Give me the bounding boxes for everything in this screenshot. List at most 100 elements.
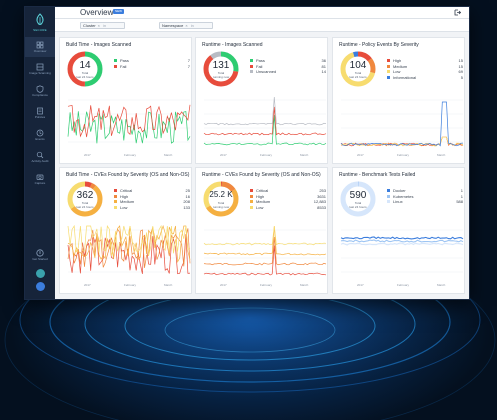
donut-segment[interactable] (203, 181, 239, 217)
donut-chart (203, 181, 239, 217)
legend-swatch (387, 194, 390, 198)
trend-chart[interactable]: 2017 February March (198, 224, 328, 287)
legend-item[interactable]: High 15 (387, 58, 463, 64)
legend-item[interactable]: Fail 7 (114, 64, 190, 70)
legend-item[interactable]: Critical 25 (114, 188, 190, 194)
chat-button[interactable] (35, 282, 45, 292)
widget-panel[interactable]: Build Time - Images Scanned 14 Total last 2… (59, 37, 192, 164)
legend-value: 1 (460, 188, 463, 193)
trend-chart[interactable]: 2017 February March (335, 224, 465, 287)
legend-item[interactable]: Fail 81 (250, 64, 326, 70)
legend-label: Fail (120, 63, 127, 69)
widget-panel[interactable]: Runtime - Policy Events By Severity 104 To… (332, 37, 465, 164)
donut-segment[interactable] (203, 181, 239, 217)
widget-title: Runtime - Benchmark Tests Failed (339, 172, 416, 178)
donut-segment[interactable] (340, 51, 376, 87)
user-avatar[interactable] (35, 269, 45, 279)
trend-line (203, 226, 327, 256)
x-tick-label: February (260, 153, 273, 157)
trend-line (340, 236, 464, 240)
widget-panel[interactable]: Runtime - CVEs Found by Severity (OS and… (195, 167, 328, 294)
period-label: last 24 hours (349, 204, 367, 209)
legend-item[interactable]: Medium 12,883 (250, 199, 326, 205)
legend-item[interactable]: Pass 7 (114, 58, 190, 64)
total-label: Total (81, 201, 89, 205)
donut-caption: Total last 24 hours (339, 71, 377, 79)
legend-label: Fail (256, 63, 263, 69)
get-started-link[interactable]: Get Started (32, 257, 48, 261)
legend-label: Low (393, 69, 401, 74)
donut-segment[interactable] (203, 51, 239, 87)
sidebar-item-activity-audit[interactable]: Activity Audit (25, 147, 55, 167)
legend-label: High (256, 193, 265, 199)
donut-segment[interactable] (340, 51, 376, 87)
sidebar-item-overview[interactable]: Overview (25, 37, 55, 57)
legend-item[interactable]: Medium 208 (114, 199, 190, 205)
sidebar-item-compliance[interactable]: Compliance (25, 81, 55, 101)
trend-chart[interactable]: 2017 February March (62, 224, 192, 287)
legend-item[interactable]: Low 8533 (250, 205, 326, 211)
donut-segment[interactable] (67, 51, 103, 87)
sidebar-item-policies[interactable]: Policies (25, 103, 55, 123)
sidebar-item-label: Capture (34, 180, 46, 185)
legend-value: 81 (321, 63, 326, 69)
namespace-filter[interactable]: Namespace × in (159, 22, 213, 29)
legend-item[interactable]: Linux 588 (387, 199, 463, 205)
legend-item[interactable]: Low 69 (387, 69, 463, 75)
legend-swatch (114, 205, 117, 209)
x-tick-label: 2017 (220, 283, 227, 287)
donut-segment[interactable] (340, 51, 376, 87)
trend-chart[interactable]: 2017 February March (62, 94, 192, 157)
trend-line (203, 106, 327, 136)
x-tick-label: 2017 (220, 153, 227, 157)
legend-swatch (387, 200, 390, 203)
legend-item[interactable]: Informational 5 (387, 75, 463, 81)
donut-segment[interactable] (67, 181, 103, 217)
main-content: Overview NEW Cluster × in Namespace × in… (55, 7, 469, 299)
legend-label: Informational (393, 74, 417, 80)
trend-line (67, 224, 191, 256)
legend-item[interactable]: Pass 36 (250, 58, 326, 64)
legend-value: 7 (187, 63, 190, 69)
legend-item[interactable]: Kubernetes 1 (387, 194, 463, 200)
logout-icon[interactable] (454, 9, 461, 16)
legend-value: 1 (460, 193, 463, 199)
sidebar-item-events[interactable]: Events (25, 125, 55, 145)
period-label: last 24 hours (349, 74, 367, 79)
x-tick-label: March (164, 153, 173, 157)
close-icon[interactable]: × (97, 23, 101, 28)
capture-icon (36, 174, 44, 180)
trend-chart[interactable]: 2017 February March (198, 94, 328, 157)
close-icon[interactable]: × (185, 23, 188, 28)
legend-item[interactable]: High 16 (114, 194, 190, 200)
sidebar-item-capture[interactable]: Capture (25, 169, 55, 189)
sidebar-item-image-scanning[interactable]: Image Scanning (25, 59, 55, 79)
dashboard-icon (36, 41, 44, 49)
period-label: last 24 hours (76, 204, 94, 209)
legend-label: Critical (256, 188, 269, 193)
legend-value: 8533 (317, 204, 326, 210)
legend-item[interactable]: High 3631 (250, 194, 326, 200)
help-icon[interactable] (36, 249, 44, 257)
legend-label: Kubernetes (393, 193, 414, 199)
donut-caption: Total last 24 hours (66, 71, 104, 79)
widget-panel[interactable]: Runtime - Images Scanned 131 Total running … (195, 37, 328, 164)
legend-item[interactable]: Critical 253 (250, 188, 326, 194)
trend-chart[interactable]: 2017 February March (335, 94, 465, 157)
legend-item[interactable]: Low 133 (114, 205, 190, 211)
policy-icon (37, 107, 43, 115)
donut-segment[interactable] (340, 181, 376, 217)
trend-line (203, 225, 327, 246)
legend-item[interactable]: Docker 1 (387, 188, 463, 194)
cluster-filter[interactable]: Cluster × in (80, 22, 126, 29)
total-label: Total (217, 71, 225, 75)
donut-total-value: 131 (212, 60, 230, 71)
legend-item[interactable]: Medium 15 (387, 64, 463, 70)
widget-panel[interactable]: Build Time - CVEs Found by Severity (OS … (59, 167, 192, 294)
widget-panel[interactable]: Runtime - Benchmark Tests Failed 590 Total… (332, 167, 465, 294)
donut-segment[interactable] (67, 181, 103, 217)
brand-name: SECURE (33, 28, 47, 32)
donut-caption: Total last 24 hours (339, 201, 377, 209)
legend-item[interactable]: Unscanned 14 (250, 69, 326, 75)
donut-segment[interactable] (203, 51, 239, 87)
